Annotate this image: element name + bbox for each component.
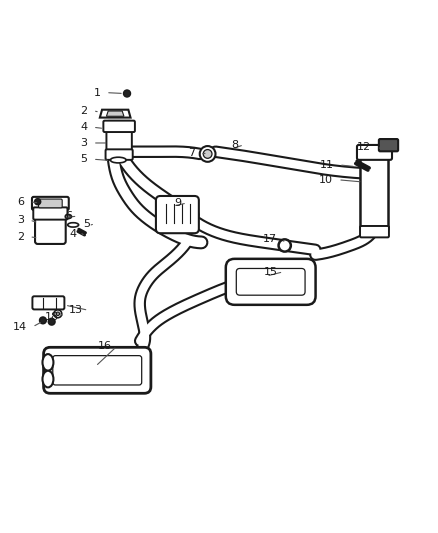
FancyBboxPatch shape (360, 226, 389, 237)
FancyBboxPatch shape (35, 206, 66, 244)
Ellipse shape (203, 150, 212, 158)
Text: 7: 7 (188, 149, 195, 158)
Circle shape (54, 310, 62, 318)
FancyBboxPatch shape (360, 158, 389, 231)
Text: 10: 10 (319, 175, 333, 185)
FancyBboxPatch shape (106, 121, 132, 154)
Ellipse shape (200, 146, 215, 162)
Ellipse shape (65, 214, 71, 219)
Ellipse shape (39, 317, 46, 324)
Circle shape (124, 90, 131, 97)
Text: 4: 4 (81, 122, 88, 132)
Text: 2: 2 (17, 232, 24, 242)
Text: 15: 15 (264, 266, 278, 277)
Ellipse shape (110, 157, 126, 163)
FancyBboxPatch shape (32, 197, 69, 210)
Text: 6: 6 (65, 211, 72, 221)
FancyBboxPatch shape (156, 196, 199, 233)
FancyBboxPatch shape (32, 296, 64, 310)
Ellipse shape (67, 223, 78, 227)
FancyBboxPatch shape (106, 149, 133, 160)
Polygon shape (106, 111, 124, 116)
Circle shape (35, 199, 41, 205)
FancyBboxPatch shape (103, 120, 135, 132)
Text: 11: 11 (320, 160, 334, 170)
Text: 5: 5 (83, 219, 90, 229)
Polygon shape (100, 110, 131, 118)
FancyBboxPatch shape (237, 269, 305, 295)
Text: 1: 1 (94, 87, 101, 98)
Text: 6: 6 (17, 197, 24, 207)
Circle shape (279, 239, 291, 252)
Text: 16: 16 (98, 341, 112, 351)
Text: 9: 9 (175, 198, 182, 208)
Ellipse shape (42, 354, 53, 371)
Text: 4: 4 (70, 229, 77, 239)
Text: 12: 12 (357, 142, 371, 152)
Text: 2: 2 (81, 106, 88, 116)
Text: 14: 14 (13, 322, 27, 332)
Text: 18: 18 (45, 312, 59, 322)
FancyBboxPatch shape (44, 348, 151, 393)
Text: 5: 5 (81, 154, 88, 164)
FancyBboxPatch shape (53, 356, 142, 385)
Ellipse shape (42, 371, 53, 387)
Text: 13: 13 (69, 305, 83, 316)
Text: 17: 17 (263, 235, 277, 244)
FancyBboxPatch shape (379, 139, 398, 151)
Text: 8: 8 (232, 140, 239, 150)
FancyBboxPatch shape (357, 145, 392, 160)
FancyBboxPatch shape (226, 259, 315, 305)
Circle shape (56, 312, 60, 316)
Text: 3: 3 (81, 138, 88, 148)
Text: 3: 3 (17, 215, 24, 225)
FancyBboxPatch shape (39, 199, 62, 208)
Ellipse shape (48, 318, 55, 325)
FancyBboxPatch shape (33, 207, 67, 220)
